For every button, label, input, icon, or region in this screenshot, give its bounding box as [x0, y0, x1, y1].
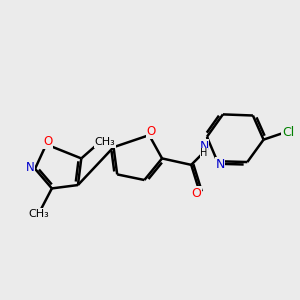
Text: H: H — [200, 148, 208, 158]
Text: N: N — [200, 140, 209, 153]
Text: N: N — [215, 158, 225, 170]
Text: N: N — [26, 161, 34, 174]
Text: Cl: Cl — [282, 126, 294, 139]
Text: O: O — [191, 187, 201, 200]
Text: CH₃: CH₃ — [28, 209, 49, 219]
Text: CH₃: CH₃ — [94, 137, 115, 147]
Text: O: O — [43, 135, 52, 148]
Text: O: O — [147, 125, 156, 138]
